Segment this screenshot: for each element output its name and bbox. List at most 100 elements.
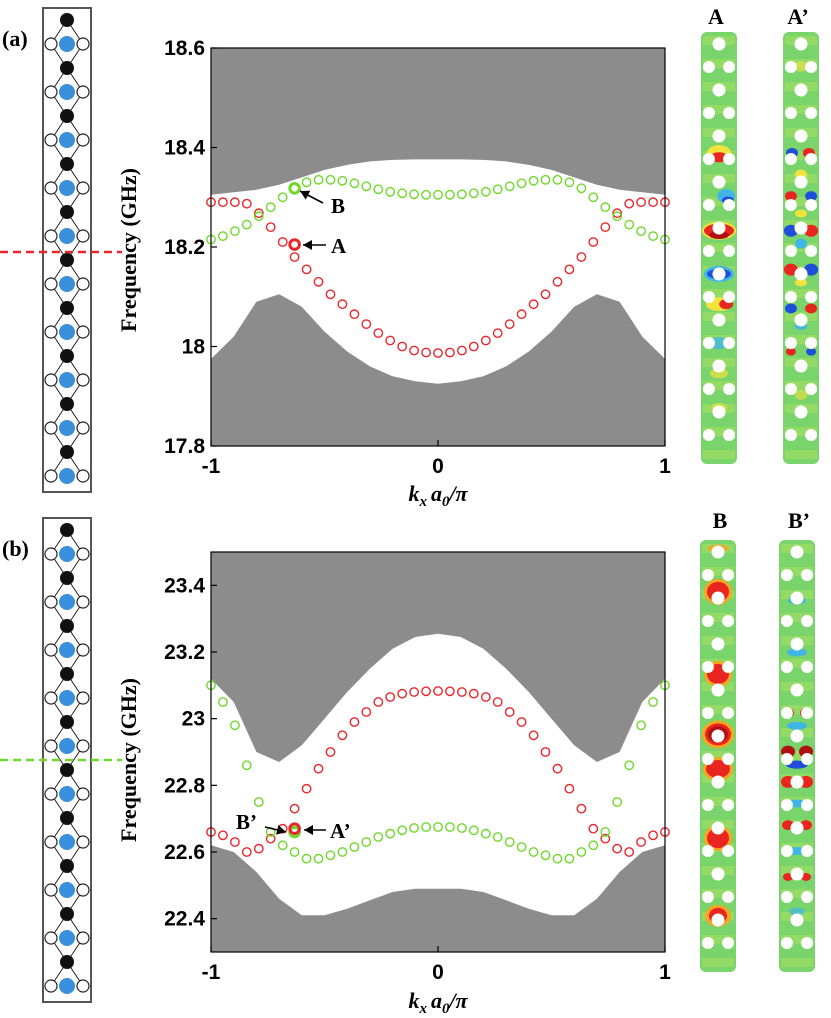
- lattice-atom-blue: [59, 882, 75, 898]
- lattice-atom-white: [76, 469, 90, 483]
- lattice-atom-white: [44, 325, 58, 339]
- field-hole: [712, 313, 726, 327]
- lattice-atom-white: [76, 421, 90, 435]
- green-mode-point: [241, 219, 252, 230]
- field-hole: [701, 937, 714, 949]
- lattice-atom-blue: [59, 36, 75, 52]
- red-mode-point: [433, 686, 443, 696]
- x-axis-label-b: kx a0/π: [408, 988, 468, 1017]
- field-hole: [722, 799, 735, 811]
- x-axis-label-a: kx a0/π: [408, 481, 468, 510]
- green-mode-point: [564, 177, 575, 188]
- red-mode-point: [564, 264, 575, 275]
- field-hole: [722, 845, 735, 857]
- red-mode-point: [600, 222, 611, 233]
- lattice-atom-black: [60, 301, 74, 315]
- field-stripe: [781, 751, 813, 760]
- lattice-atom-white: [44, 37, 58, 51]
- lattice-atom-blue: [59, 738, 75, 754]
- lattice-atom-blue: [59, 930, 75, 946]
- field-stripe: [785, 151, 817, 160]
- green-mode-point: [456, 189, 467, 200]
- green-mode-point: [528, 847, 539, 857]
- red-mode-point: [361, 319, 372, 329]
- green-mode-point: [444, 189, 455, 200]
- field-hole: [723, 153, 736, 165]
- green-mode-point: [540, 174, 551, 185]
- field-hole: [722, 569, 735, 581]
- lattice-atom-blue: [59, 180, 75, 196]
- field-hole: [790, 821, 804, 835]
- field-hole: [805, 245, 818, 257]
- lattice-atom-black: [60, 397, 74, 411]
- lattice-atom-black: [60, 445, 74, 459]
- red-mode-point: [289, 803, 300, 814]
- y-axis-label-a: Frequency (GHz): [116, 168, 141, 332]
- field-hole: [790, 775, 804, 789]
- lattice-atom-white: [44, 739, 58, 753]
- green-mode-point: [588, 840, 599, 851]
- field-hole: [805, 337, 818, 349]
- field-hole: [790, 867, 804, 881]
- lattice-atom-white: [44, 547, 58, 561]
- field-stripe: [702, 958, 734, 967]
- field-hole: [790, 545, 804, 559]
- band-chart-a: BA -1 0 1 17.8 18 18.2 18.4 18.6 Frequency (GHz…: [116, 37, 671, 510]
- x-tick-label: 1: [659, 961, 671, 984]
- green-mode-point: [229, 720, 240, 731]
- lattice-atom-blue: [59, 228, 75, 244]
- lattice-atom-white: [44, 133, 58, 147]
- green-mode-point: [265, 202, 276, 213]
- field-hole: [794, 37, 808, 51]
- y-tick-label: 18: [182, 336, 206, 359]
- red-mode-point: [552, 276, 563, 287]
- field-hole: [790, 913, 804, 927]
- field-hole: [801, 799, 814, 811]
- field-hole: [784, 245, 797, 257]
- field-hole: [701, 891, 714, 903]
- mode-points-b: B’ A’: [206, 680, 670, 864]
- field-hole: [711, 637, 725, 651]
- green-mode-point: [421, 189, 431, 200]
- field-hole: [805, 199, 818, 211]
- red-mode-point: [313, 276, 324, 287]
- green-mode-point: [433, 822, 443, 832]
- lattice-atom-blue: [59, 276, 75, 292]
- field-hole: [780, 569, 793, 581]
- red-mode-point: [421, 347, 431, 358]
- red-mode-point: [480, 692, 491, 702]
- red-mode-point: [624, 198, 635, 209]
- field-blob: [783, 224, 798, 237]
- bulk-band-lower: [211, 845, 665, 952]
- annotation-a: A: [331, 234, 347, 258]
- red-mode-point: [229, 197, 240, 208]
- field-hole: [801, 569, 814, 581]
- lattice-atom-white: [76, 931, 90, 945]
- red-mode-point: [540, 289, 551, 300]
- green-mode-point: [612, 211, 623, 222]
- lattice-atom-white: [76, 373, 90, 387]
- red-mode-point: [337, 730, 348, 741]
- lattice-atom-black: [60, 667, 74, 681]
- field-hole: [711, 591, 725, 605]
- field-hole: [712, 83, 726, 97]
- field-hole: [701, 661, 714, 673]
- field-hole: [711, 683, 725, 697]
- field-stripe: [702, 935, 734, 944]
- y-tick-label: 22.4: [164, 908, 205, 931]
- red-mode-point: [636, 837, 646, 847]
- field-blob: [795, 209, 807, 218]
- lattice-atom-white: [44, 979, 58, 993]
- field-hole: [780, 845, 793, 857]
- field-hole: [723, 383, 736, 395]
- field-blob: [804, 263, 819, 276]
- red-mode-point: [516, 309, 527, 320]
- field-hole: [780, 707, 793, 719]
- field-hole: [722, 661, 735, 673]
- field-hole: [711, 775, 725, 789]
- field-hole: [801, 937, 814, 949]
- lattice-schematic-b: [0, 517, 122, 1003]
- field-hole: [723, 337, 736, 349]
- green-mode-point: [373, 832, 384, 842]
